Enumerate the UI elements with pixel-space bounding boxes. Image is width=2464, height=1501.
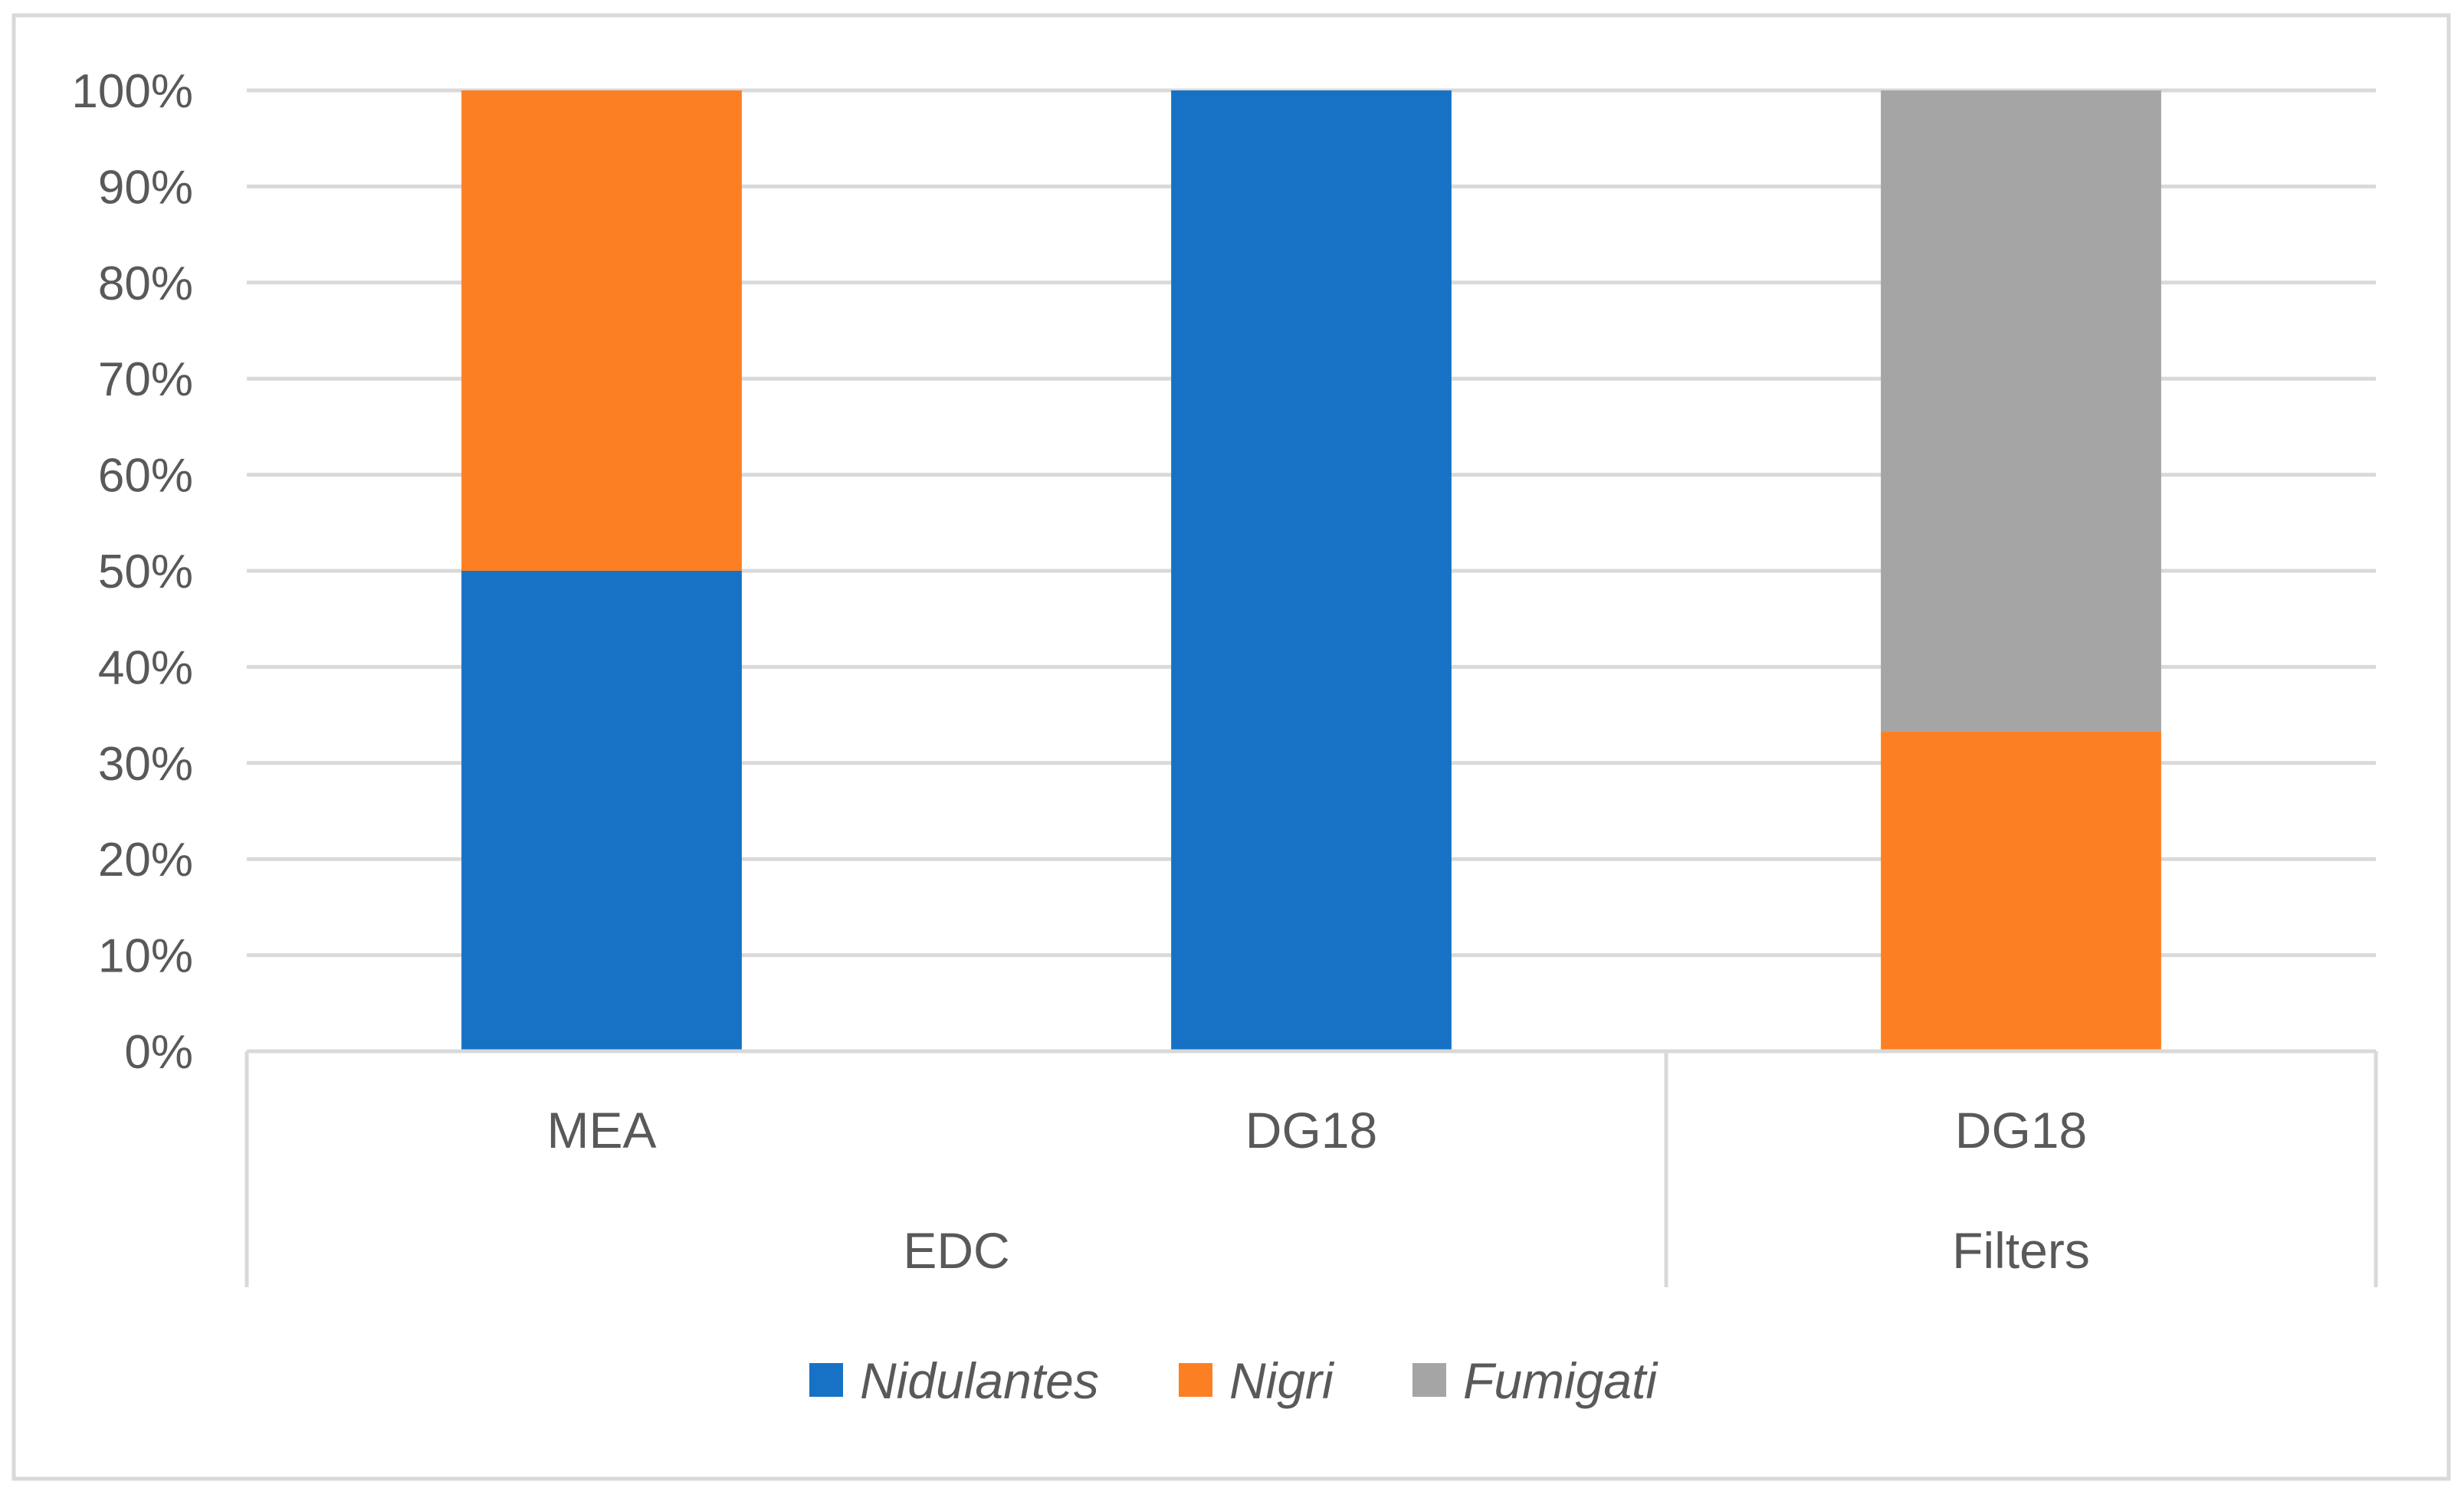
y-tick-label: 70% xyxy=(98,353,193,406)
legend-label-nidulantes: Nidulantes xyxy=(860,1352,1099,1409)
bar-segment-nidulantes xyxy=(1171,90,1452,1051)
y-tick-label: 100% xyxy=(71,65,193,118)
legend-label-nigri: Nigri xyxy=(1229,1352,1335,1409)
bar-segment-nidulantes xyxy=(461,571,742,1051)
y-tick-label: 60% xyxy=(98,450,193,503)
y-tick-label: 0% xyxy=(124,1026,193,1079)
x-axis: MEA DG18 DG18 EDC Filters xyxy=(244,1049,2378,1287)
legend: Nidulantes Nigri Fumigati xyxy=(809,1352,1659,1409)
x-group-label: Filters xyxy=(1952,1222,2090,1279)
x-category-label: DG18 xyxy=(1955,1102,2087,1159)
x-category-label: MEA xyxy=(546,1102,656,1159)
y-axis: 0% 10% 20% 30% 40% 50% 60% 70% 80% 90% 100% xyxy=(71,65,193,1079)
legend-swatch-nigri xyxy=(1179,1363,1212,1397)
y-tick-label: 80% xyxy=(98,257,193,310)
legend-swatch-fumigati xyxy=(1412,1363,1446,1397)
legend-swatch-nidulantes xyxy=(809,1363,843,1397)
y-tick-label: 90% xyxy=(98,161,193,214)
y-tick-label: 20% xyxy=(98,834,193,887)
bar-segment-nigri xyxy=(461,90,742,571)
y-tick-label: 50% xyxy=(98,546,193,598)
x-group-label: EDC xyxy=(903,1222,1009,1279)
y-tick-label: 10% xyxy=(98,930,193,983)
bars xyxy=(461,90,2161,1051)
legend-label-fumigati: Fumigati xyxy=(1463,1352,1659,1409)
y-tick-label: 40% xyxy=(98,641,193,694)
bar-segment-fumigati xyxy=(1881,90,2161,732)
bar-segment-nigri xyxy=(1881,731,2161,1051)
x-category-label: DG18 xyxy=(1245,1102,1377,1159)
y-tick-label: 30% xyxy=(98,738,193,791)
